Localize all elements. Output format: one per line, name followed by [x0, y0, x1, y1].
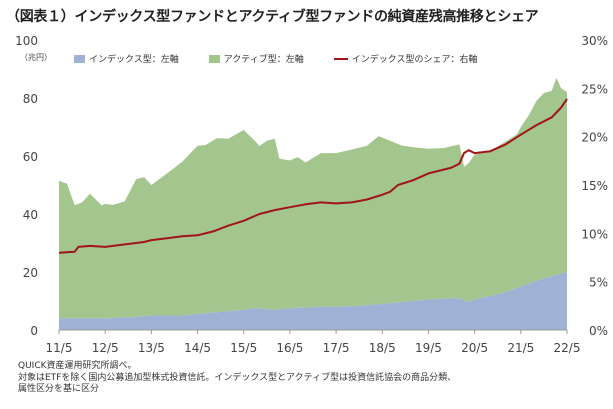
legend-item-share: インデックス型のシェア：右軸 [333, 52, 478, 65]
x-tick-label: 14/5 [184, 341, 211, 355]
series-line-share [58, 98, 568, 254]
left-axis-unit: （兆円） [20, 53, 52, 62]
x-tick-label: 13/5 [138, 341, 165, 355]
source-notes: QUICK資産運用研究所調べ。 対象はETFを除く国内公募追加型株式投資信託。イ… [18, 361, 456, 396]
note-line: QUICK資産運用研究所調べ。 [18, 361, 137, 371]
right-tick-label: 30% [581, 34, 608, 48]
right-tick-label: 15% [581, 179, 608, 193]
legend-label-share: インデックス型のシェア：右軸 [351, 55, 478, 65]
legend-item-active: アクティブ型：左軸 [208, 52, 304, 65]
x-tick-label: 22/5 [554, 341, 581, 355]
left-tick-label: 60 [23, 150, 38, 164]
x-tick-label: 18/5 [369, 341, 396, 355]
x-tick-label: 12/5 [92, 341, 119, 355]
note-line: 対象はETFを除く国内公募追加型株式投資信託。インデックス型とアクティブ型は投資… [18, 372, 457, 383]
right-tick-label: 0% [589, 324, 608, 338]
right-tick-label: 5% [589, 276, 608, 290]
left-tick-label: 40 [23, 208, 38, 222]
series-area-active [59, 77, 567, 319]
legend: インデックス型：左軸 アクティブ型：左軸 インデックス型のシェア：右軸 [74, 52, 507, 65]
legend-swatch-active [208, 54, 220, 63]
x-tick-label: 17/5 [323, 341, 350, 355]
left-tick-label: 0 [30, 324, 38, 338]
x-tick-label: 19/5 [415, 341, 442, 355]
legend-label-index: インデックス型：左軸 [89, 55, 179, 65]
series-area-index [59, 272, 567, 330]
right-tick-label: 10% [581, 227, 608, 241]
right-tick-label: 25% [581, 82, 608, 96]
legend-label-active: アクティブ型：左軸 [223, 55, 304, 65]
x-tick-label: 11/5 [46, 341, 73, 355]
x-tick-label: 16/5 [276, 341, 303, 355]
left-tick-label: 20 [23, 266, 38, 280]
chart-title: （図表１）インデックス型ファンドとアクティブ型ファンドの純資産残高推移とシェア [6, 9, 539, 25]
note-line: 属性区分を基に区分 [18, 384, 100, 394]
x-tick-label: 20/5 [461, 341, 488, 355]
x-tick-label: 15/5 [230, 341, 257, 355]
legend-item-index: インデックス型：左軸 [74, 52, 179, 65]
left-tick-label: 80 [23, 92, 38, 106]
legend-swatch-index [74, 54, 85, 63]
x-tick-label: 21/5 [507, 341, 534, 355]
legend-swatch-share [333, 57, 348, 60]
right-tick-label: 20% [581, 131, 608, 145]
left-tick-label: 100 [15, 34, 38, 48]
